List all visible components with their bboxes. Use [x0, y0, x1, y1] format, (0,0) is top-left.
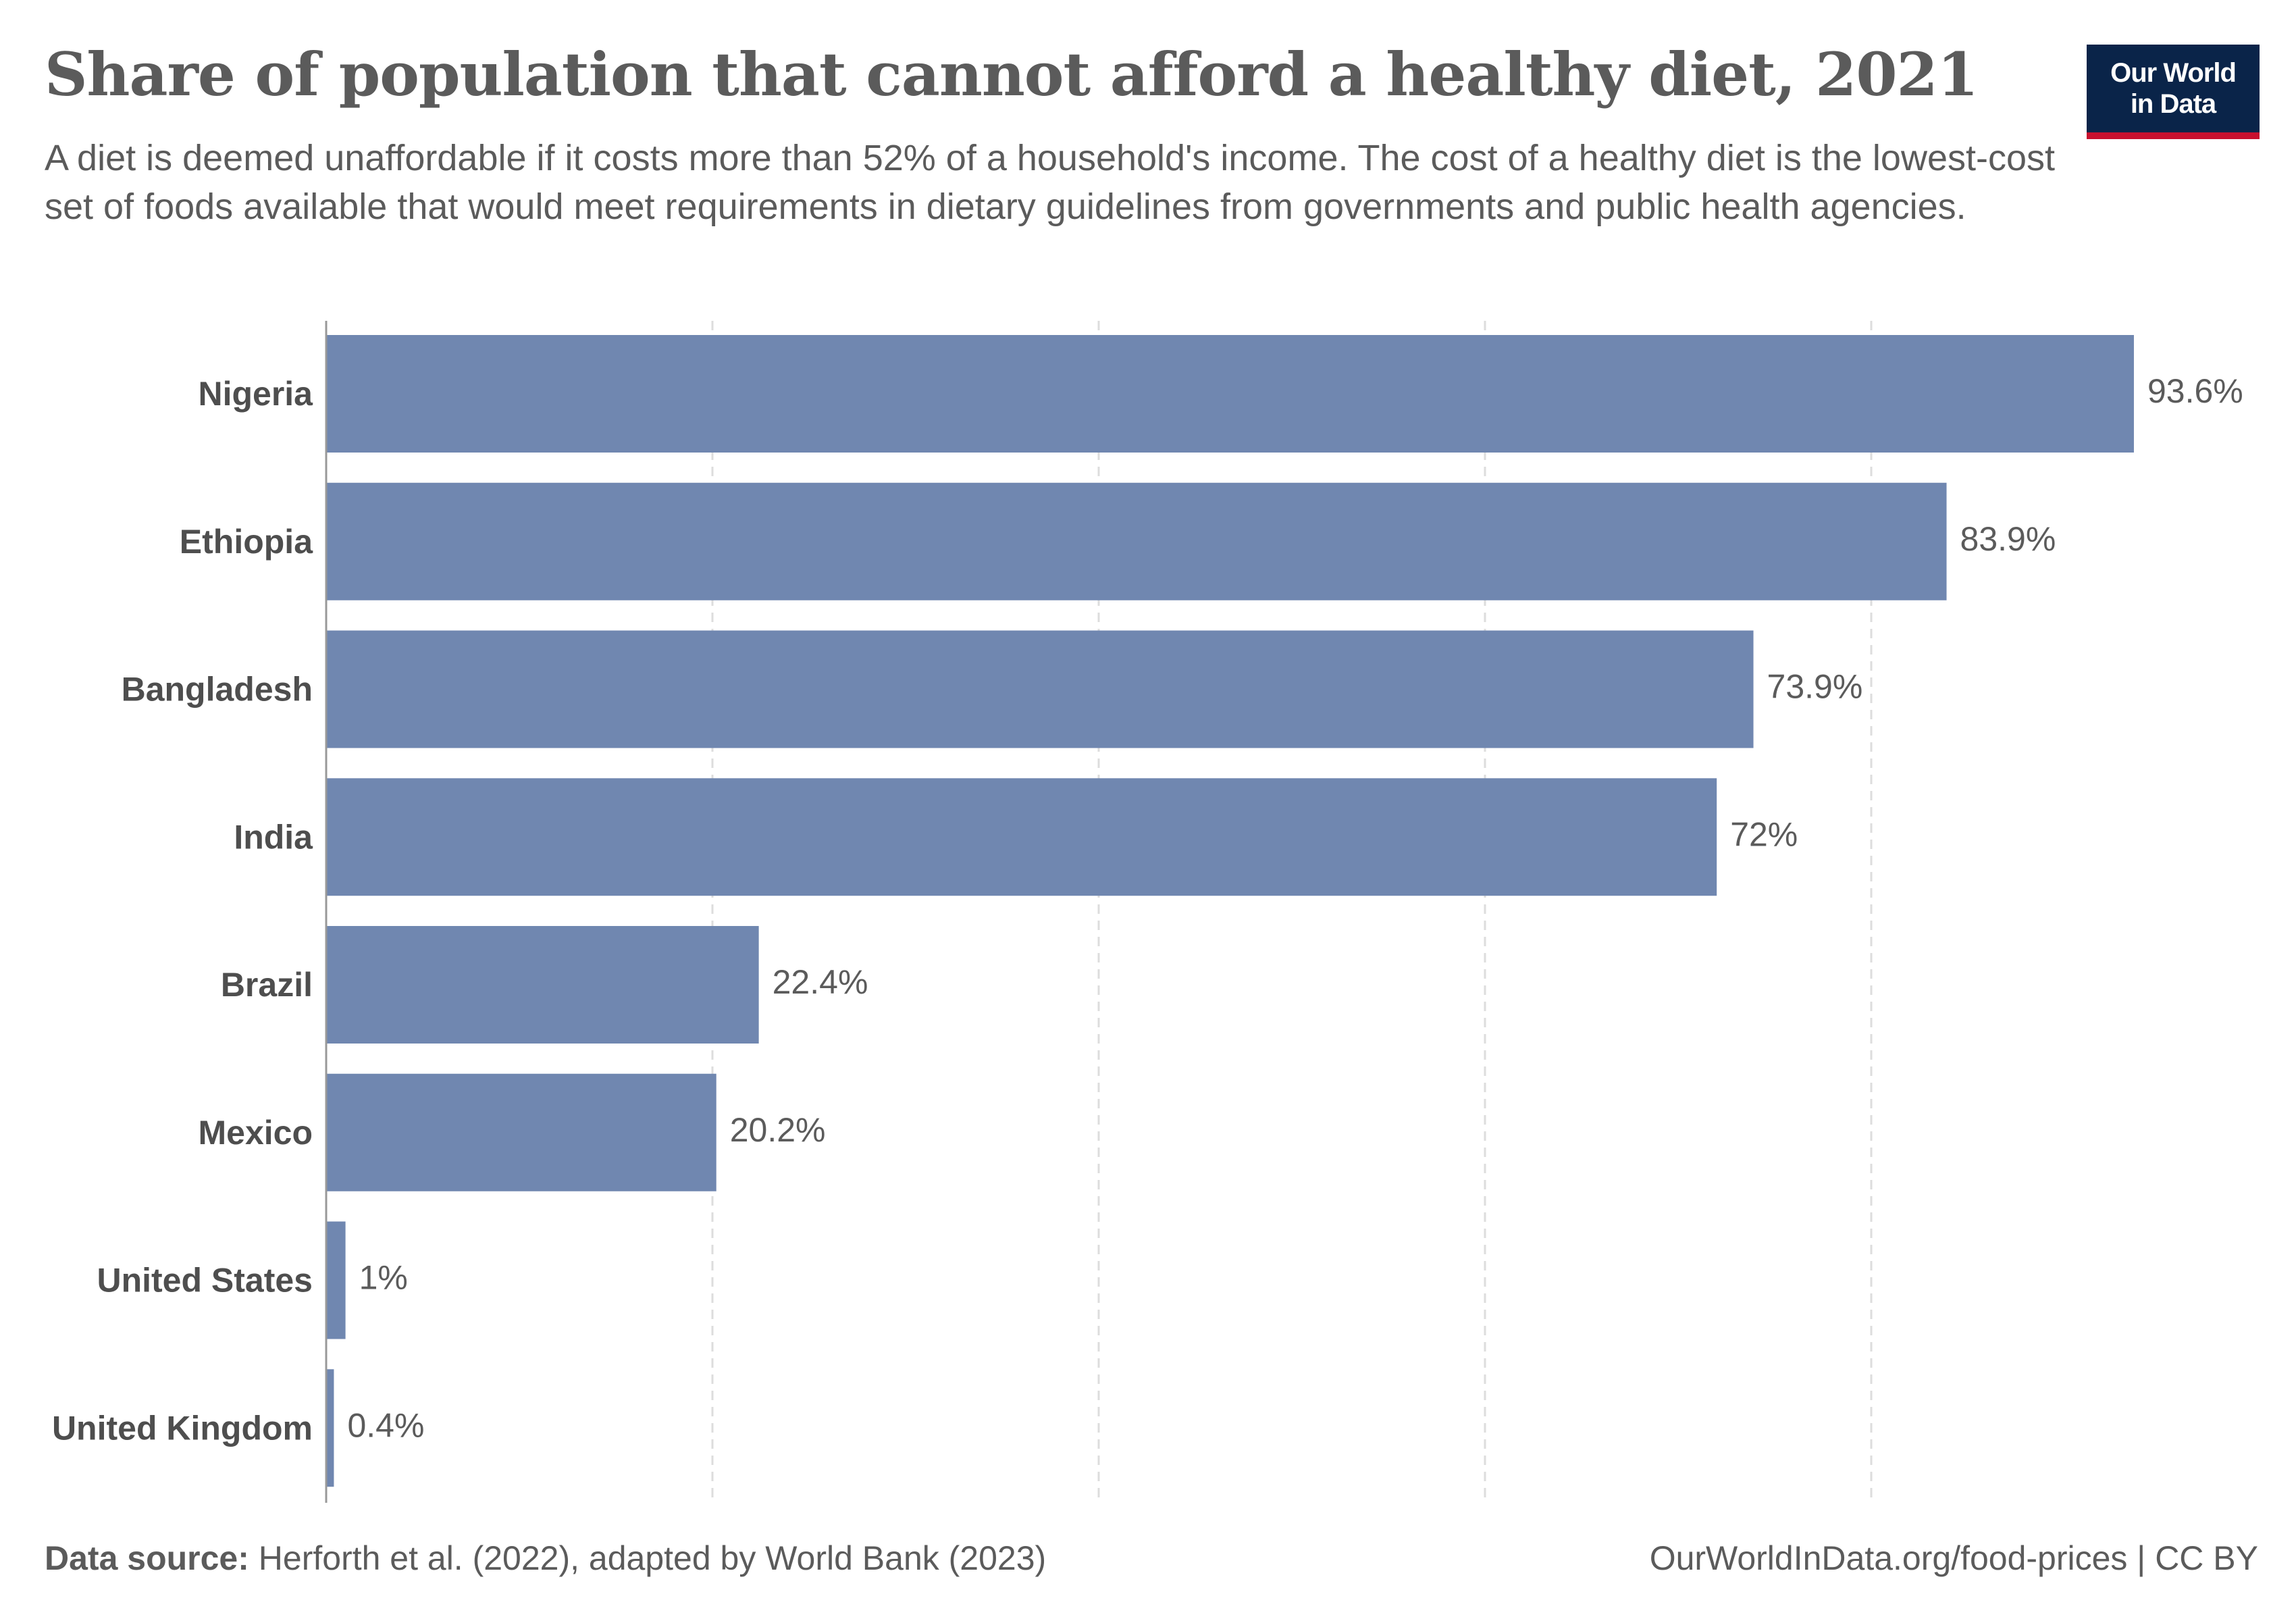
footer-url-license[interactable]: OurWorldInData.org/food-prices | CC BY — [1649, 1539, 2258, 1577]
category-label: Brazil — [221, 966, 313, 1004]
value-label: 20.2% — [730, 1111, 826, 1149]
bar-united-kingdom[interactable] — [326, 1369, 334, 1487]
bar-united-states[interactable] — [326, 1221, 346, 1339]
value-label: 72% — [1730, 815, 1798, 853]
value-label: 83.9% — [1960, 520, 2056, 558]
bar-brazil[interactable] — [326, 926, 759, 1044]
value-label: 73.9% — [1767, 668, 1863, 706]
value-label: 93.6% — [2147, 372, 2243, 410]
labels: Nigeria 93.6% Ethiopia 83.9% Bangladesh 73.9%… — [52, 372, 2243, 1447]
value-label: 22.4% — [773, 963, 868, 1001]
data-source: Data source: Herforth et al. (2022), ada… — [45, 1539, 1046, 1578]
category-label: Nigeria — [198, 375, 313, 413]
data-source-text: Herforth et al. (2022), adapted by World… — [258, 1539, 1047, 1577]
bars — [326, 335, 2134, 1487]
data-source-label: Data source: — [45, 1539, 249, 1577]
bar-ethiopia[interactable] — [326, 482, 1947, 600]
category-label: India — [234, 818, 313, 856]
chart-title: Share of population that cannot afford a… — [45, 39, 1979, 109]
category-label: Ethiopia — [180, 523, 313, 561]
bar-chart: Nigeria 93.6% Ethiopia 83.9% Bangladesh 73.9%… — [52, 321, 2243, 1503]
category-label: United States — [97, 1262, 313, 1300]
category-label: Mexico — [198, 1114, 313, 1152]
bar-india[interactable] — [326, 778, 1717, 896]
logo-line-1: Our World — [2110, 58, 2237, 88]
category-label: United Kingdom — [52, 1409, 313, 1447]
value-label: 1% — [359, 1259, 408, 1297]
category-label: Bangladesh — [122, 671, 313, 709]
value-label: 0.4% — [347, 1406, 424, 1444]
owid-logo[interactable]: Our World in Data — [2087, 45, 2260, 139]
bar-nigeria[interactable] — [326, 335, 2134, 453]
logo-line-2: in Data — [2130, 89, 2216, 119]
bar-bangladesh[interactable] — [326, 630, 1754, 748]
chart-subtitle: A diet is deemed unaffordable if it cost… — [45, 138, 2056, 227]
bar-mexico[interactable] — [326, 1073, 716, 1191]
